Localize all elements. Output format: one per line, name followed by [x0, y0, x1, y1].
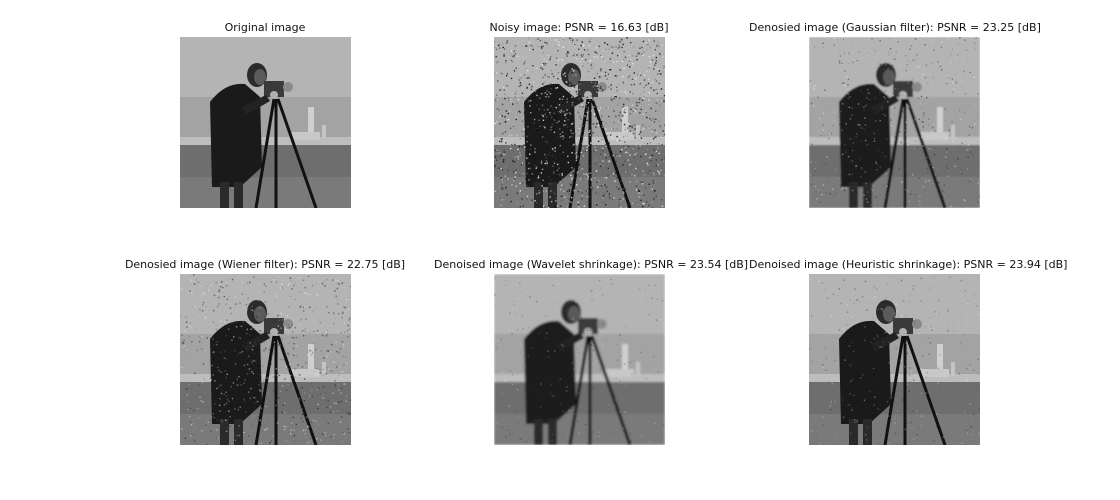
cameraman-image [180, 37, 351, 208]
panel-title: Denosied image (Wiener filter): PSNR = 2… [124, 258, 406, 271]
panel-title: Original image [224, 21, 306, 34]
panel-title: Noisy image: PSNR = 16.63 [dB] [489, 21, 669, 34]
panel-title: Denoised image (Wavelet shrinkage): PSNR… [434, 258, 749, 271]
panel-original: Original image [120, 21, 410, 221]
cameraman-image [809, 274, 980, 445]
cameraman-image [180, 274, 351, 445]
cameraman-image [494, 37, 665, 208]
panel-title: Denoised image (Heuristic shrinkage): PS… [749, 258, 1068, 271]
panel-gaussian: Denosied image (Gaussian filter): PSNR =… [749, 21, 1041, 221]
cameraman-image [494, 274, 665, 445]
panel-wiener: Denosied image (Wiener filter): PSNR = 2… [120, 258, 410, 458]
panel-heuristic: Denoised image (Heuristic shrinkage): PS… [749, 258, 1068, 458]
panel-wavelet: Denoised image (Wavelet shrinkage): PSNR… [434, 258, 749, 458]
panel-noisy: Noisy image: PSNR = 16.63 [dB] [434, 21, 724, 221]
cameraman-image [809, 37, 980, 208]
panel-title: Denosied image (Gaussian filter): PSNR =… [749, 21, 1041, 34]
